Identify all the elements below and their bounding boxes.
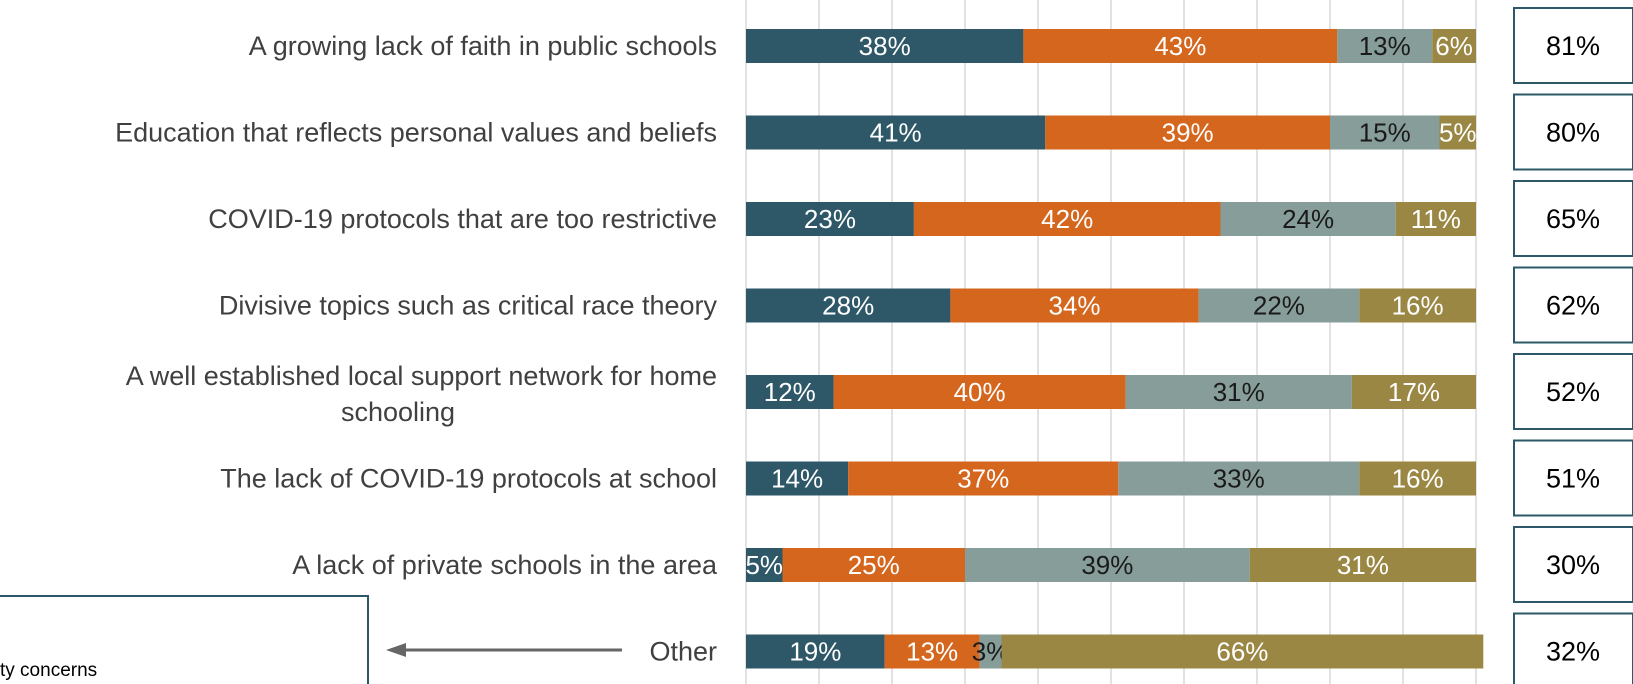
bar-segment (1249, 548, 1476, 582)
bar-segment (1001, 634, 1484, 669)
data-label: 13% (906, 637, 958, 667)
bar-segment (1395, 202, 1476, 236)
data-label: 6% (1435, 31, 1473, 61)
category-label: A lack of private schools in the area (292, 550, 718, 580)
total-label: 51% (1546, 464, 1600, 494)
totals-column: 81% 80% 65% 62% 52% 51% 30% 32% (1513, 7, 1633, 684)
bar-segment (746, 634, 885, 669)
bar-segment (1351, 375, 1476, 409)
data-label: 38% (859, 31, 911, 61)
bar-segment (950, 288, 1199, 323)
data-label: 31% (1213, 377, 1265, 407)
bar-segment (1125, 375, 1352, 409)
data-label: 15% (1359, 118, 1411, 148)
total-label: 32% (1546, 637, 1600, 667)
data-label: 28% (822, 291, 874, 321)
total-box (1513, 526, 1633, 603)
bar-segment (1045, 115, 1330, 150)
data-label: 12% (764, 377, 816, 407)
data-label: 33% (1213, 464, 1265, 494)
data-label: 41% (870, 118, 922, 148)
bars: 38% 43% 13% 6% 41% 39% 15% 5% 23% 42% 24% 11% 28% 34%… (745, 29, 1484, 669)
data-label: 19% (789, 637, 841, 667)
bar-segment (1359, 461, 1476, 496)
bar-segment (913, 202, 1221, 236)
bar-segment (746, 548, 783, 582)
data-label: 40% (954, 377, 1006, 407)
category-label: Education that reflects personal values … (115, 118, 717, 148)
bar-segment (1330, 115, 1440, 150)
bar-segment (979, 634, 1002, 669)
total-box (1513, 180, 1633, 257)
data-label: 17% (1388, 377, 1440, 407)
other-note: ty concerns (0, 595, 622, 684)
data-label: 43% (1154, 31, 1206, 61)
data-label: 42% (1041, 204, 1093, 234)
bar-segment (1359, 288, 1476, 323)
total-box (1513, 7, 1633, 84)
category-label: A well established local support network… (126, 361, 717, 391)
bar-segment (746, 29, 1024, 63)
data-label: 14% (771, 464, 823, 494)
total-label: 81% (1546, 31, 1600, 61)
data-label: 16% (1392, 464, 1444, 494)
total-box (1513, 353, 1633, 430)
total-label: 52% (1546, 377, 1600, 407)
data-label: 5% (1439, 118, 1477, 148)
bar-segment (746, 461, 849, 496)
data-label: 5% (745, 550, 783, 580)
data-label: 34% (1048, 291, 1100, 321)
data-label: 66% (1216, 637, 1268, 667)
data-label: 11% (1411, 204, 1461, 234)
total-label: 62% (1546, 291, 1600, 321)
data-label: 22% (1253, 291, 1305, 321)
total-label: 30% (1546, 550, 1600, 580)
bar-segment (746, 375, 834, 409)
total-box (1513, 439, 1633, 517)
note-arrow-head (386, 643, 406, 657)
bar-segment (1198, 288, 1360, 323)
bar-segment (746, 202, 914, 236)
category-label: Divisive topics such as critical race th… (219, 291, 718, 321)
data-label: 39% (1162, 118, 1214, 148)
category-label: A growing lack of faith in public school… (249, 31, 717, 61)
bar-segment (965, 548, 1250, 582)
bar-segment (746, 288, 951, 323)
bar-segment (1023, 29, 1338, 63)
category-label: Other (649, 637, 717, 667)
data-label: 23% (804, 204, 856, 234)
category-label: schooling (341, 397, 455, 427)
bar-segment (1432, 29, 1476, 63)
data-label: 37% (957, 464, 1009, 494)
bar-segment (1439, 115, 1476, 150)
data-label: 13% (1359, 31, 1411, 61)
total-label: 80% (1546, 118, 1600, 148)
category-labels: A growing lack of faith in public school… (115, 31, 718, 667)
data-label: 16% (1392, 291, 1444, 321)
data-label: 39% (1081, 550, 1133, 580)
bar-segment (848, 461, 1119, 496)
total-box (1513, 93, 1633, 171)
bar-segment (1220, 202, 1396, 236)
bar-segment (746, 115, 1046, 150)
note-box (0, 595, 369, 684)
note-text: ty concerns (0, 660, 97, 681)
category-label: The lack of COVID-19 protocols at school (220, 464, 717, 494)
category-label: COVID-19 protocols that are too restrict… (208, 204, 717, 234)
bar-segment (782, 548, 965, 582)
data-label: 24% (1282, 204, 1334, 234)
bar-segment (884, 634, 980, 669)
data-label: 31% (1337, 550, 1389, 580)
total-box (1513, 266, 1633, 344)
data-label: 25% (848, 550, 900, 580)
total-box (1513, 612, 1633, 684)
bar-segment (833, 375, 1126, 409)
bar-segment (1118, 461, 1360, 496)
bar-segment (1337, 29, 1433, 63)
total-label: 65% (1546, 204, 1600, 234)
